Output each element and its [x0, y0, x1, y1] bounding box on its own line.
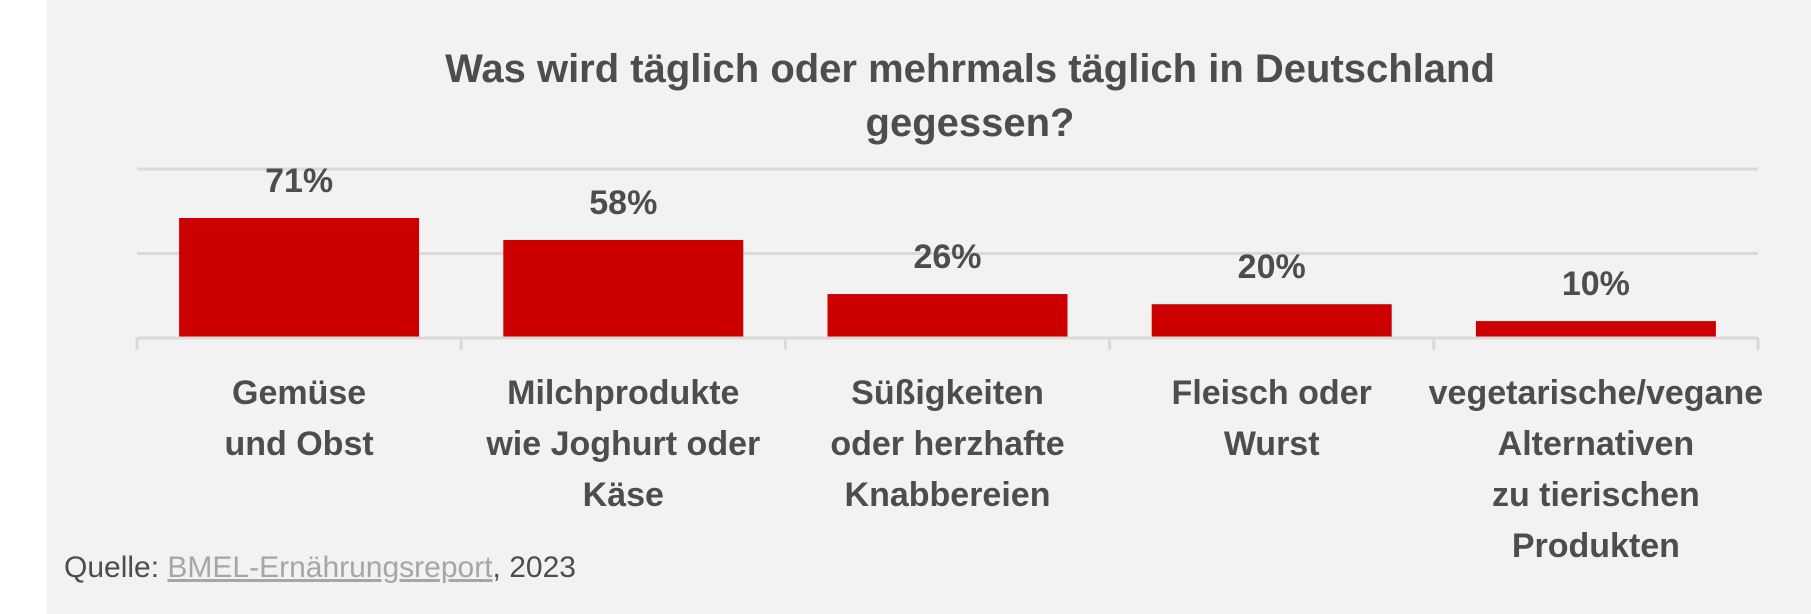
data-label: 20%	[1238, 248, 1306, 286]
bar	[827, 294, 1068, 338]
source-prefix: Quelle:	[64, 551, 168, 584]
chart-title: Was wird täglich oder mehrmals täglich i…	[300, 42, 1640, 150]
data-label: 26%	[913, 238, 981, 276]
category-label: wie Joghurt oder	[485, 425, 760, 463]
category-label: Käse	[583, 476, 664, 514]
source-suffix: , 2023	[492, 551, 576, 584]
bar	[179, 218, 420, 338]
data-label: 10%	[1562, 265, 1630, 303]
category-label: Milchprodukte	[507, 374, 739, 412]
category-label: oder herzhafte	[830, 425, 1064, 463]
data-label: 71%	[265, 162, 333, 200]
bar	[503, 239, 744, 338]
chart-title-line: Was wird täglich oder mehrmals täglich i…	[445, 47, 1495, 91]
category-label: Knabbereien	[845, 476, 1051, 514]
category-label: Wurst	[1224, 425, 1320, 463]
category-label: Süßigkeiten	[851, 374, 1044, 412]
data-label: 58%	[589, 184, 657, 222]
bar	[1475, 321, 1716, 338]
category-label: Fleisch oder	[1172, 374, 1372, 412]
bar	[1151, 304, 1392, 338]
category-label: vegetarische/vegane	[1429, 374, 1764, 412]
source-link[interactable]: BMEL-Ernährungsreport	[167, 551, 493, 584]
category-label: und Obst	[224, 425, 373, 463]
category-label: Gemüse	[232, 374, 366, 412]
category-label: zu tierischen	[1492, 476, 1700, 514]
chart-title-line: gegessen?	[865, 101, 1075, 145]
category-label: Alternativen	[1498, 425, 1695, 463]
source-note: Quelle: BMEL-Ernährungsreport, 2023	[64, 551, 576, 585]
category-label: Produkten	[1512, 527, 1680, 565]
